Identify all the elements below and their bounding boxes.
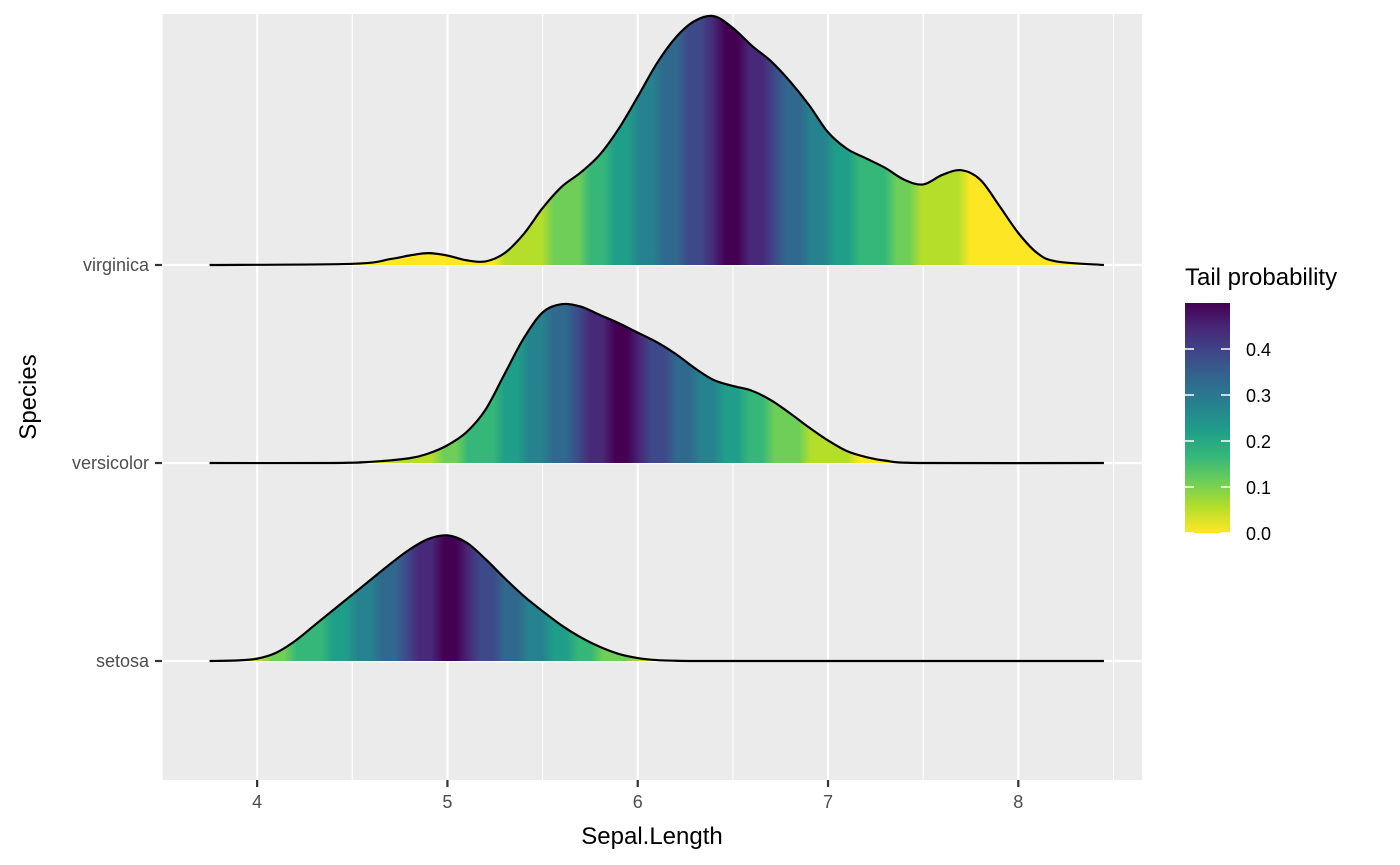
ridge-line-setosa (209, 534, 1104, 663)
ridge-line-virginica (209, 14, 1105, 267)
y-axis: setosa versicolor virginica (72, 255, 162, 671)
y-tick-label-setosa: setosa (96, 651, 150, 671)
x-tick-label: 4 (252, 792, 262, 812)
legend-tick-label: 0.4 (1246, 340, 1271, 360)
legend-tick-label: 0.0 (1246, 524, 1271, 544)
x-tick-label: 5 (442, 792, 452, 812)
x-axis-title: Sepal.Length (581, 823, 722, 850)
ridge-fill-versicolor (209, 303, 1104, 464)
x-tick-label: 6 (633, 792, 643, 812)
legend: Tail probability 0.0 0.1 0.2 0.3 0.4 (1185, 264, 1337, 544)
y-tick-label-virginica: virginica (83, 255, 150, 275)
legend-tick-label: 0.2 (1246, 432, 1271, 452)
y-tick-label-versicolor: versicolor (72, 453, 149, 473)
ridge-fill-virginica (209, 15, 1104, 266)
x-tick-label: 8 (1013, 792, 1023, 812)
y-axis-title: Species (15, 354, 42, 439)
legend-tick-label: 0.3 (1246, 386, 1271, 406)
ridge-line-versicolor (209, 302, 1104, 465)
legend-tick-label: 0.1 (1246, 478, 1271, 498)
x-tick-label: 7 (823, 792, 833, 812)
legend-colorbar (1185, 303, 1230, 533)
ridge-fill-setosa (209, 535, 1104, 662)
density-ridges (209, 14, 1105, 663)
x-axis: 4 5 6 7 8 (252, 780, 1023, 812)
legend-title: Tail probability (1185, 264, 1337, 291)
